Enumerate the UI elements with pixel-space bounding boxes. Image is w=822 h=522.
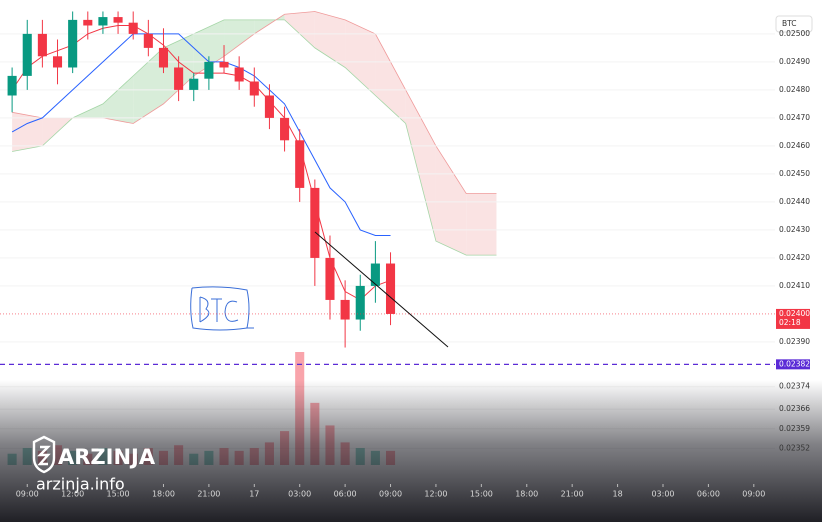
x-tick-label: 03:00 xyxy=(288,490,311,499)
x-tick-label: 09:00 xyxy=(742,490,765,499)
candle-body xyxy=(204,61,214,79)
cloud-segment xyxy=(12,112,43,152)
cloud-edge xyxy=(12,19,497,256)
x-tick-label: 09:00 xyxy=(379,490,402,499)
cloud-segment xyxy=(133,47,164,124)
candle-body xyxy=(264,95,274,118)
candle-body xyxy=(22,33,32,76)
y-tick-label: 0.02374 xyxy=(779,382,810,391)
candle-body xyxy=(340,299,350,320)
candle-body xyxy=(37,33,47,57)
price-countdown: 02:18 xyxy=(779,318,801,327)
y-tick-label: 0.02470 xyxy=(779,113,810,122)
cloud-segment xyxy=(102,75,134,124)
x-tick-label: 12:00 xyxy=(424,490,447,499)
y-tick-label: 0.02352 xyxy=(779,443,810,452)
y-tick-label: 0.02366 xyxy=(779,404,810,413)
y-tick-label: 0.02420 xyxy=(779,253,810,262)
y-tick-label: 0.02450 xyxy=(779,169,810,178)
price-tag-label: 0.02400 xyxy=(779,309,810,318)
cloud-segment xyxy=(466,193,497,256)
candle-body xyxy=(174,67,184,90)
cloud-segment xyxy=(314,11,346,68)
cloud-segment xyxy=(224,19,255,57)
cloud-segment xyxy=(405,89,436,242)
candle-body xyxy=(113,17,123,23)
logo xyxy=(32,435,56,474)
candle-body xyxy=(219,61,229,68)
candle-body xyxy=(310,187,320,258)
y-tick-label: 0.02500 xyxy=(779,29,810,38)
candle-body xyxy=(370,263,380,286)
x-tick-label: 15:00 xyxy=(470,490,493,499)
candle-body xyxy=(68,19,78,68)
candle-body xyxy=(234,67,244,82)
candle-body xyxy=(325,257,335,300)
watermark-site: arzinja.info xyxy=(36,475,125,494)
cloud-segment xyxy=(435,145,467,256)
candle-body xyxy=(128,22,138,34)
x-tick-label: 06:00 xyxy=(697,490,720,499)
price-tag xyxy=(776,359,810,370)
x-tick-label: 15:00 xyxy=(107,490,130,499)
y-tick-label: 0.02480 xyxy=(779,85,810,94)
candle-body xyxy=(83,19,93,26)
bottom-fade xyxy=(0,380,822,522)
y-tick-label: 0.02440 xyxy=(779,197,810,206)
candle-body xyxy=(7,75,17,96)
y-tick-label: 0.02490 xyxy=(779,57,810,66)
candle-body xyxy=(189,78,199,90)
candle-body xyxy=(385,263,396,314)
y-tick-label: 0.02390 xyxy=(779,337,810,346)
cloud-segment xyxy=(345,19,376,96)
x-tick-label: 06:00 xyxy=(334,490,357,499)
watermark-name: ARZINJA xyxy=(58,445,156,469)
candle-body xyxy=(355,285,365,320)
x-tick-label: 18 xyxy=(612,490,622,499)
x-tick-label: 18:00 xyxy=(152,490,175,499)
candle-body xyxy=(295,140,305,188)
price-tag-label: 0.02382 xyxy=(779,359,810,368)
y-tick-label: 0.02410 xyxy=(779,281,810,290)
cloud-segment xyxy=(375,33,406,124)
y-tick-label: 0.02460 xyxy=(779,141,810,150)
indicator-line xyxy=(11,33,391,237)
price-tag xyxy=(776,308,810,329)
candle-body xyxy=(249,81,259,96)
symbol: BTC xyxy=(782,19,797,28)
candle-body xyxy=(52,56,63,68)
trend-line xyxy=(314,231,449,348)
y-tick-label: 0.02430 xyxy=(779,225,810,234)
symbol-box xyxy=(775,15,813,33)
x-tick-label: 12:00 xyxy=(61,490,84,499)
x-tick-label: 17 xyxy=(249,490,259,499)
candle-body xyxy=(158,47,169,68)
y-tick-label: 0.02359 xyxy=(779,424,810,433)
x-tick-label: 21:00 xyxy=(197,490,220,499)
x-tick-label: 21:00 xyxy=(561,490,584,499)
x-tick-label: 18:00 xyxy=(515,490,538,499)
cloud-segment xyxy=(284,11,315,48)
candle-body xyxy=(143,33,153,48)
candle-body xyxy=(280,117,290,141)
candle-body xyxy=(98,17,108,26)
x-tick-label: 03:00 xyxy=(651,490,674,499)
x-tick-label: 09:00 xyxy=(16,490,39,499)
